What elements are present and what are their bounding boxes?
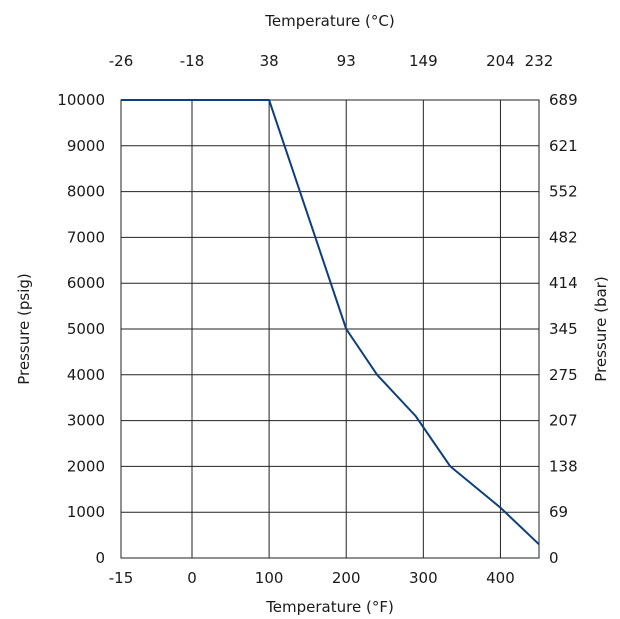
y-tick-label: 0 xyxy=(95,549,105,567)
y2-tick-label: 414 xyxy=(549,274,578,292)
y-tick-label: 9000 xyxy=(67,137,105,155)
x2-tick-label: 93 xyxy=(337,52,356,70)
y2-tick-label: 552 xyxy=(549,183,578,201)
x2-tick-label: 38 xyxy=(260,52,279,70)
y2-tick-label: 621 xyxy=(549,137,578,155)
grid xyxy=(121,100,539,558)
series-layer xyxy=(121,99,540,546)
x2-tick-label: -26 xyxy=(109,52,134,70)
x-axis-title: Temperature (°F) xyxy=(265,598,394,616)
x2-tick-label: 149 xyxy=(409,52,438,70)
y-tick-label: 7000 xyxy=(67,228,105,246)
y2-tick-label: 69 xyxy=(549,503,568,521)
y2-tick-label: 0 xyxy=(549,549,559,567)
x-tick-label: 400 xyxy=(486,569,515,587)
x-tick-label: 300 xyxy=(409,569,438,587)
y-axis-title: Pressure (psig) xyxy=(15,273,33,385)
y-tick-label: 4000 xyxy=(67,366,105,384)
series-line xyxy=(121,99,540,546)
x-tick-label: 100 xyxy=(255,569,284,587)
y-tick-label: 3000 xyxy=(67,412,105,430)
y-tick-label: 5000 xyxy=(67,320,105,338)
plot-frame xyxy=(120,99,540,559)
y-tick-label: 1000 xyxy=(67,503,105,521)
top-axis-title: Temperature (°C) xyxy=(264,12,394,30)
y2-tick-label: 207 xyxy=(549,412,578,430)
x2-tick-label: 204 xyxy=(486,52,515,70)
x2-tick-label: 232 xyxy=(525,52,554,70)
x-tick-label: 0 xyxy=(187,569,197,587)
y2-tick-label: 275 xyxy=(549,366,578,384)
x-tick-label: 200 xyxy=(332,569,361,587)
right-axis-title: Pressure (bar) xyxy=(592,276,610,381)
y2-tick-label: 482 xyxy=(549,228,578,246)
y-tick-label: 10000 xyxy=(57,91,105,109)
x2-tick-label: -18 xyxy=(180,52,205,70)
y2-tick-label: 689 xyxy=(549,91,578,109)
x-tick-label: -15 xyxy=(109,569,134,587)
y2-tick-label: 138 xyxy=(549,457,578,475)
y2-tick-label: 345 xyxy=(549,320,578,338)
y-tick-label: 8000 xyxy=(67,183,105,201)
y-tick-label: 2000 xyxy=(67,457,105,475)
y-tick-label: 6000 xyxy=(67,274,105,292)
